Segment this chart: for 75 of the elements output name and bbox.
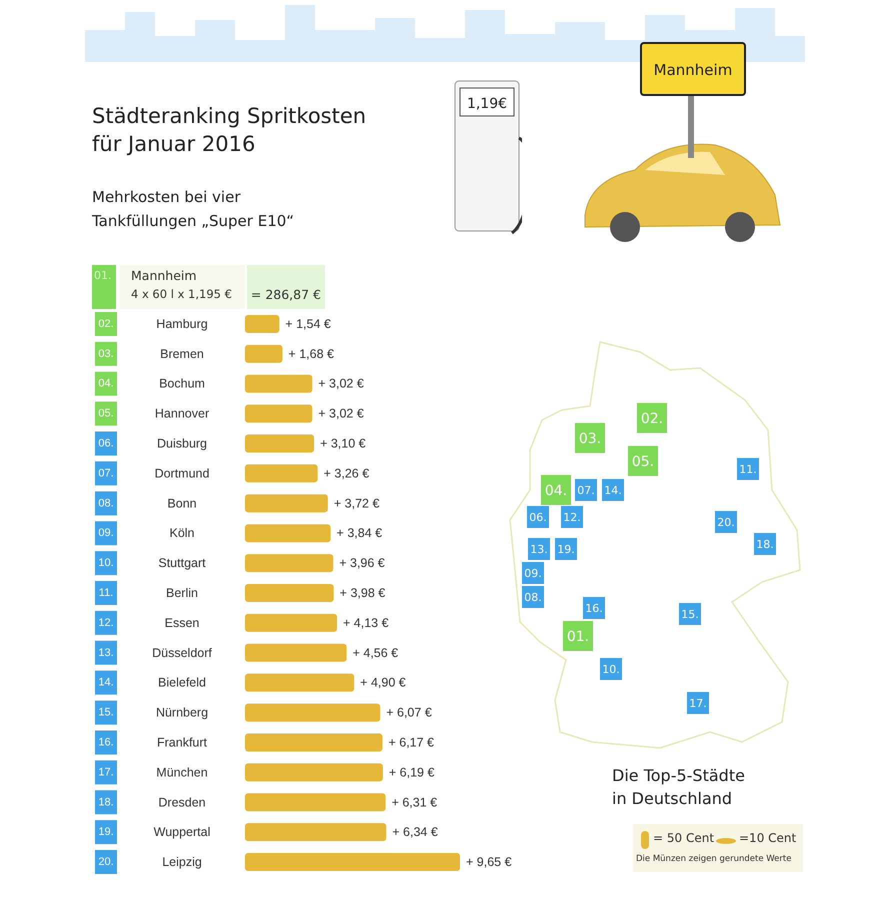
- bar: [245, 524, 331, 542]
- text: =10 Cent: [739, 831, 796, 845]
- category-label: Berlin: [166, 586, 198, 600]
- category-label: 13. Düsseldorf: [98, 646, 212, 660]
- text: = 50 Cent: [653, 831, 714, 845]
- data-label: + 3,72 €: [334, 496, 380, 510]
- category-label: 08. Bonn: [98, 496, 197, 510]
- data-label: + 3,02 €: [318, 406, 364, 421]
- category-label: 03. Bremen: [98, 346, 204, 361]
- bar: [245, 404, 312, 423]
- text: 15.: [98, 706, 114, 719]
- data-label: + 6,19 €: [388, 765, 434, 780]
- category-label: Leipzig: [162, 855, 202, 870]
- bar: [245, 494, 328, 512]
- data-label: + 4,90 €: [360, 676, 406, 690]
- category-label: 09. Köln: [98, 526, 195, 540]
- data-label: + 3,84 €: [336, 526, 382, 540]
- category-label: Hannover: [154, 406, 210, 421]
- data-label: + 9,65 €: [466, 855, 512, 870]
- bar: [245, 704, 380, 722]
- data-label: + 4,13 €: [343, 616, 389, 630]
- bar: [245, 314, 280, 333]
- category-label: 06. Duisburg: [98, 436, 208, 451]
- data-label: + 4,56 €: [352, 646, 398, 660]
- text: 14.: [98, 676, 114, 689]
- category-label: München: [156, 765, 208, 780]
- category-label: Stuttgart: [158, 556, 206, 570]
- bar: [245, 374, 312, 393]
- text: 11.: [98, 587, 114, 599]
- data-label: + 3,96 €: [339, 556, 385, 570]
- bar: [245, 733, 382, 752]
- category-label: 19. Wuppertal: [98, 825, 210, 840]
- data-label: + 3,02 €: [318, 376, 364, 391]
- data-label: + 6,34 €: [392, 825, 438, 840]
- data-label: + 1,54 €: [285, 316, 331, 331]
- category-label: 07. Dortmund: [98, 466, 210, 480]
- category-label: Nürnberg: [156, 706, 208, 720]
- category-label: 04. Bochum: [98, 376, 205, 391]
- bar: [245, 614, 338, 632]
- bar: [245, 434, 314, 453]
- bar: [245, 644, 347, 662]
- data-label: + 6,17 €: [388, 735, 434, 750]
- text: 05.: [98, 408, 114, 420]
- category-label: Dresden: [158, 795, 206, 810]
- text: 01. Mannheim: [94, 268, 197, 283]
- text: 02.: [98, 318, 114, 330]
- bar: [245, 674, 354, 692]
- data-label: + 3,98 €: [340, 586, 386, 600]
- bar: [245, 763, 383, 782]
- bar: [245, 823, 386, 842]
- category-label: Bielefeld: [158, 676, 206, 690]
- bar: [245, 793, 386, 812]
- chart-title: Städteranking Spritkosten für Januar 2016: [92, 103, 368, 158]
- category-label: Hamburg: [156, 316, 208, 331]
- data-label: + 6,31 €: [392, 795, 438, 810]
- text: 18.: [98, 796, 114, 808]
- data-label: + 1,68 €: [288, 346, 334, 361]
- bar: [245, 584, 334, 602]
- text: 10.: [98, 557, 114, 570]
- text: Die Top-5-Städte in Deutschland: [612, 765, 746, 810]
- text: 17.: [98, 766, 114, 778]
- category-label: 12. Essen: [98, 616, 200, 630]
- text: 4 x 60 l x 1,195 €: [131, 287, 232, 301]
- bar: [245, 344, 282, 363]
- category-label: 16. Frankfurt: [98, 735, 208, 750]
- text: = 286,87 €: [247, 265, 325, 309]
- text: 20.: [98, 856, 114, 868]
- data-label: + 6,07 €: [386, 706, 432, 720]
- bar: [245, 464, 318, 482]
- data-label: + 3,26 €: [324, 466, 370, 480]
- bar: [245, 554, 334, 572]
- text: Die Münzen zeigen gerundete Werte: [636, 854, 792, 864]
- bar: [245, 853, 460, 872]
- data-label: + 3,10 €: [320, 436, 366, 451]
- chart-subtitle: Mehrkosten bei vier Tankfüllungen „Super E10“: [92, 187, 296, 232]
